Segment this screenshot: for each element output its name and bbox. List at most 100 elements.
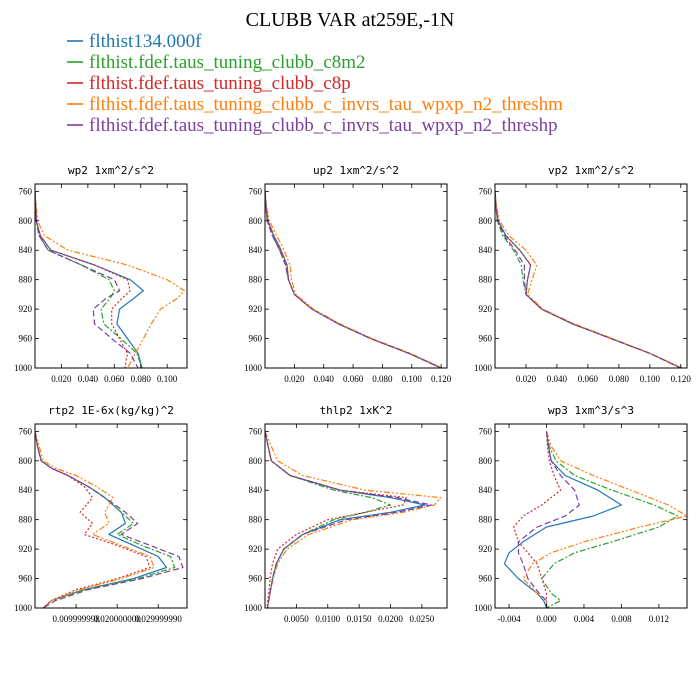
series-line (265, 431, 442, 608)
plot-frame (34, 423, 188, 609)
series-line (541, 431, 679, 608)
panel-title: vp2 1xm^2/s^2 (548, 164, 634, 177)
x-tick-label: 0.020 (284, 374, 305, 384)
y-tick-label: 920 (479, 544, 493, 554)
y-tick-label: 920 (249, 544, 263, 554)
x-tick-label: 0.040 (78, 374, 99, 384)
x-tick-label: 0.100 (157, 374, 178, 384)
x-tick-label: 0.020 (51, 374, 72, 384)
legend-label: flthist.fdef.taus_tuning_clubb_c_invrs_t… (89, 115, 558, 136)
series-line (517, 431, 580, 608)
y-tick-label: 1000 (14, 363, 33, 373)
x-tick-label: 0.020 (516, 374, 537, 384)
panel-title: rtp2 1E-6x(kg/kg)^2 (48, 404, 174, 417)
x-tick-label: 0.0150 (347, 614, 372, 624)
y-tick-label: 920 (19, 304, 33, 314)
y-tick-label: 840 (479, 245, 493, 255)
y-tick-label: 880 (19, 515, 33, 525)
x-tick-label: 0.060 (578, 374, 599, 384)
y-tick-label: 880 (479, 515, 493, 525)
chart-panel: up2 1xm^2/s^2 760 800 840 880 920 960 1000 0.020… (244, 164, 452, 384)
series-line (513, 431, 562, 608)
panel-title: wp3 1xm^3/s^3 (548, 404, 634, 417)
plot-frame (264, 183, 448, 369)
y-tick-label: 920 (479, 304, 493, 314)
series-group (265, 431, 442, 608)
x-tick-label: 0.0200 (378, 614, 403, 624)
y-tick-label: 800 (479, 216, 493, 226)
y-tick-label: 960 (249, 574, 263, 584)
legend-label: flthist.fdef.taus_tuning_clubb_c8p (89, 73, 351, 94)
panel-title: thlp2 1xK^2 (320, 404, 393, 417)
series-line (522, 431, 687, 608)
plot-frame (494, 423, 688, 609)
x-tick-label: 0.012 (649, 614, 669, 624)
series-group (35, 191, 185, 368)
y-tick-label: 920 (19, 544, 33, 554)
y-tick-label: 800 (249, 216, 263, 226)
x-tick-label: 0.029999990 (135, 614, 183, 624)
x-tick-label: 0.080 (131, 374, 152, 384)
y-tick-label: 760 (19, 186, 33, 196)
x-tick-label: 0.060 (104, 374, 125, 384)
series-group (35, 431, 184, 608)
y-tick-label: 840 (19, 485, 33, 495)
chart-panel: rtp2 1E-6x(kg/kg)^2 760 800 840 880 920 960 100… (14, 404, 188, 624)
series-line (35, 431, 184, 608)
chart-panel: vp2 1xm^2/s^2 760 800 840 880 920 960 1000 0.020… (474, 164, 691, 384)
y-tick-label: 800 (249, 456, 263, 466)
y-tick-label: 1000 (474, 363, 493, 373)
series-line (495, 191, 683, 368)
x-tick-label: 0.080 (372, 374, 393, 384)
y-tick-label: 800 (479, 456, 493, 466)
y-tick-label: 760 (479, 426, 493, 436)
x-tick-label: -0.004 (497, 614, 521, 624)
series-line (265, 431, 426, 608)
figure-title: CLUBB VAR at259E,-1N (246, 9, 455, 31)
y-tick-label: 1000 (244, 363, 263, 373)
x-tick-label: 0.0250 (410, 614, 435, 624)
legend-label: flthist134.000f (89, 31, 202, 52)
y-tick-label: 1000 (474, 603, 493, 613)
series-line (265, 431, 432, 608)
series-line (35, 431, 168, 608)
y-tick-label: 840 (479, 485, 493, 495)
legend-item: flthist134.000f (67, 31, 202, 52)
y-tick-label: 760 (249, 426, 263, 436)
series-line (35, 191, 143, 368)
legend: flthist134.000f flthist.fdef.taus_tuning_… (67, 31, 563, 136)
x-tick-label: 0.004 (574, 614, 595, 624)
series-line (495, 191, 682, 368)
chart-panel: wp3 1xm^3/s^3 760 800 840 880 920 960 1000 -0.00… (474, 404, 688, 624)
y-tick-label: 1000 (244, 603, 263, 613)
series-group (265, 191, 443, 368)
series-line (35, 191, 139, 368)
series-line (35, 431, 151, 608)
plot-frame (494, 183, 688, 369)
series-group (495, 191, 683, 368)
y-tick-label: 880 (19, 275, 33, 285)
y-tick-label: 840 (249, 245, 263, 255)
y-tick-label: 960 (19, 334, 33, 344)
legend-label: flthist.fdef.taus_tuning_clubb_c_invrs_t… (89, 94, 563, 115)
legend-item: flthist.fdef.taus_tuning_clubb_c_invrs_t… (67, 115, 558, 136)
x-tick-label: 0.100 (402, 374, 423, 384)
legend-item: flthist.fdef.taus_tuning_clubb_c8p (67, 73, 351, 94)
series-line (265, 431, 407, 608)
y-tick-label: 800 (19, 216, 33, 226)
y-tick-label: 960 (19, 574, 33, 584)
y-tick-label: 760 (479, 186, 493, 196)
x-tick-label: 0.0100 (315, 614, 340, 624)
series-line (503, 431, 623, 608)
x-tick-label: 0.000 (536, 614, 557, 624)
x-tick-label: 0.060 (343, 374, 364, 384)
y-tick-label: 880 (249, 515, 263, 525)
series-group (503, 431, 687, 608)
y-tick-label: 960 (479, 334, 493, 344)
plot-frame (34, 183, 188, 369)
y-tick-label: 1000 (14, 603, 33, 613)
legend-item: flthist.fdef.taus_tuning_clubb_c_invrs_t… (67, 94, 563, 115)
plot-frame (264, 423, 448, 609)
x-tick-label: 0.009999998 (52, 614, 100, 624)
